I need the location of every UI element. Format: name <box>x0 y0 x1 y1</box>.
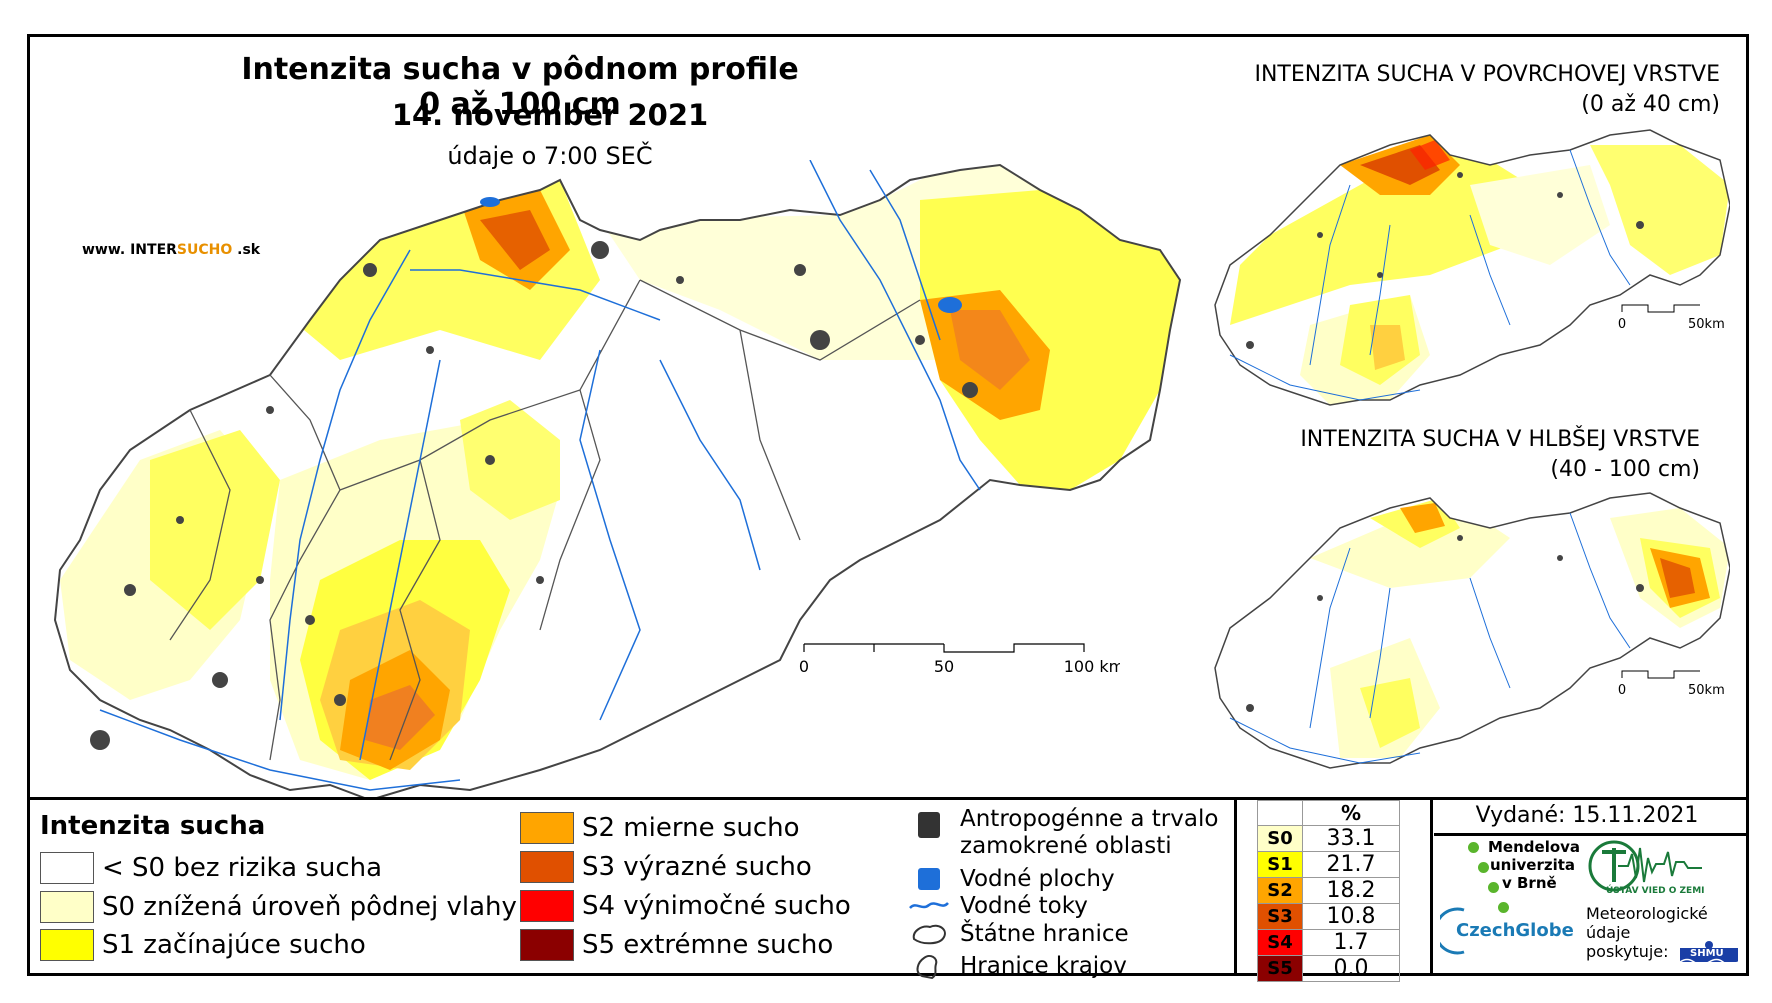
legend-swatch <box>520 929 574 961</box>
credits-divider <box>1434 833 1746 836</box>
inset-deep-scale-0: 0 <box>1618 683 1626 698</box>
legend-title: Intenzita sucha <box>40 811 266 841</box>
table-header-row: % <box>1257 800 1400 826</box>
legend-swatch <box>40 929 94 961</box>
inset-surface-title-1: INTENZITA SUCHA V POVRCHOVEJ VRSTVE <box>1254 62 1720 87</box>
main-scalebar: 0 50 100 km <box>799 643 1120 676</box>
map-subtitle: údaje o 7:00 SEČ <box>447 142 653 170</box>
legend-symbol-state-border: Štátne hranice <box>908 921 1129 947</box>
scale-tick-0: 0 <box>799 657 809 676</box>
inset-deep-scale-50: 50km <box>1688 683 1725 698</box>
table-row: S4 1.7 <box>1257 929 1400 956</box>
legend-divider-1 <box>1234 800 1237 976</box>
inset-surface-scale-50: 50km <box>1688 317 1725 332</box>
table-row: S5 0.0 <box>1257 955 1400 982</box>
mendel-dot-icon <box>1498 902 1509 913</box>
table-row: S1 21.7 <box>1257 851 1400 878</box>
legend-separator <box>27 797 1749 800</box>
legend-swatch <box>520 851 574 883</box>
shmu-logo: SHMÚ <box>1679 940 1739 966</box>
state-border-icon <box>908 921 950 947</box>
dark-area-icon <box>908 806 950 838</box>
legend-swatch <box>520 812 574 844</box>
mendel-university-logo: Mendelova univerzita v Brně <box>1468 838 1598 913</box>
legend-symbol-water-areas: Vodné plochy <box>908 866 1115 892</box>
legend-item-s5: S5 extrémne sucho <box>520 929 833 961</box>
legend-item-below-s0: < S0 bez rizika sucha <box>40 852 382 884</box>
legend-divider-2 <box>1430 800 1433 976</box>
legend-item-s2: S2 mierne sucho <box>520 812 800 844</box>
scale-tick-50: 50 <box>934 657 954 676</box>
inset-surface-scalebar: 0 50km <box>1618 304 1725 332</box>
legend-item-s3: S3 výrazné sucho <box>520 851 812 883</box>
inset-deep-scalebar: 0 50km <box>1618 670 1725 698</box>
inset-surface-scale-0: 0 <box>1618 317 1626 332</box>
drought-percent-table: % S0 33.1 S1 21.7 S2 18.2 S3 10.8 S4 1.7… <box>1257 800 1400 982</box>
inset-surface-title-2: (0 až 40 cm) <box>1581 92 1720 117</box>
legend-item-s4: S4 výnimočné sucho <box>520 890 851 922</box>
inset-deep-title-2: (40 - 100 cm) <box>1550 457 1700 482</box>
map-date: 14. november 2021 <box>391 98 709 132</box>
legend-swatch <box>520 890 574 922</box>
region-border-icon <box>908 952 950 980</box>
mendel-dot-icon <box>1478 862 1489 873</box>
water-area-icon <box>908 868 950 890</box>
legend-swatch <box>40 891 94 923</box>
legend-symbol-region-border: Hranice krajov <box>908 952 1127 980</box>
website-link[interactable]: www. INTERSUCHO .sk <box>82 242 261 258</box>
inset-deep-map <box>1214 492 1730 769</box>
inset-surface-map <box>1214 129 1730 406</box>
legend-symbol-anthropogenic: Antropogénne a trvalo zamokrené oblasti <box>908 806 1218 860</box>
legend-symbol-rivers: Vodné toky <box>908 893 1088 919</box>
map-title: Intenzita sucha v pôdnom profile 0 až 10… <box>241 52 799 122</box>
issued-date: Vydané: 15.11.2021 <box>1475 803 1699 828</box>
table-row: S3 10.8 <box>1257 903 1400 930</box>
inset-deep-title-1: INTENZITA SUCHA V HLBŠEJ VRSTVE <box>1300 427 1700 452</box>
earth-science-institute-logo: ÚSTAV VIED O ZEMI <box>1588 838 1706 902</box>
legend-item-s1: S1 začínajúce sucho <box>40 929 366 961</box>
legend-item-s0: S0 znížená úroveň pôdnej vlahy <box>40 891 517 923</box>
mendel-dot-icon <box>1488 882 1499 893</box>
main-drought-map <box>53 160 1182 800</box>
legend-swatch <box>40 852 94 884</box>
river-line-icon <box>908 899 950 913</box>
table-row: S0 33.1 <box>1257 825 1400 852</box>
table-row: S2 18.2 <box>1257 877 1400 904</box>
mendel-dot-icon <box>1468 842 1479 853</box>
meteo-data-credit: Meteorologické údaje poskytuje: <box>1586 904 1708 961</box>
scale-tick-100: 100 km <box>1064 657 1120 676</box>
